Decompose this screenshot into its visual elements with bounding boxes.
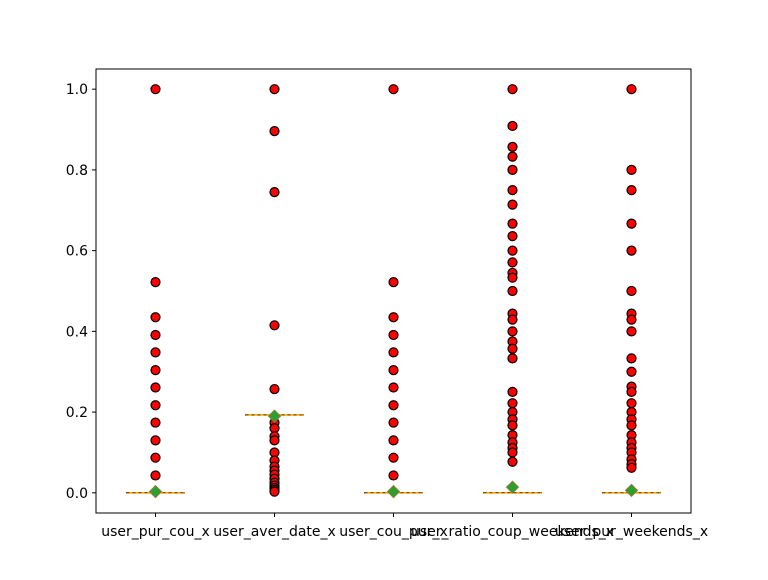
flier-point: [270, 436, 279, 445]
flier-point: [389, 348, 398, 357]
flier-point: [508, 457, 517, 466]
flier-point: [508, 85, 517, 94]
flier-point: [270, 487, 279, 496]
y-tick-label: 0.6: [66, 244, 88, 260]
flier-point: [627, 354, 636, 363]
flier-point: [627, 85, 636, 94]
flier-point: [508, 152, 517, 161]
flier-point: [508, 421, 517, 430]
flier-point: [627, 165, 636, 174]
flier-point: [627, 327, 636, 336]
flier-point: [389, 278, 398, 287]
flier-point: [151, 278, 160, 287]
flier-point: [151, 401, 160, 410]
flier-point: [627, 186, 636, 195]
flier-point: [151, 436, 160, 445]
y-tick-label: 1.0: [66, 82, 88, 98]
flier-point: [508, 387, 517, 396]
flier-point: [508, 219, 517, 228]
flier-point: [508, 200, 517, 209]
flier-point: [151, 85, 160, 94]
flier-point: [508, 448, 517, 457]
y-axis: 0.0 0.2 0.4 0.6 0.8 1.0: [66, 82, 96, 502]
flier-point: [389, 85, 398, 94]
y-tick-label: 0.0: [66, 486, 88, 502]
flier-point: [508, 165, 517, 174]
flier-point: [389, 330, 398, 339]
flier-point: [627, 287, 636, 296]
flier-point: [151, 348, 160, 357]
flier-point: [389, 383, 398, 392]
flier-point: [389, 453, 398, 462]
flier-point: [627, 219, 636, 228]
flier-point: [508, 258, 517, 267]
flier-point: [508, 246, 517, 255]
flier-point: [508, 344, 517, 353]
flier-point: [508, 327, 517, 336]
flier-point: [508, 354, 517, 363]
flier-point: [151, 418, 160, 427]
flier-point: [151, 471, 160, 480]
flier-point: [270, 85, 279, 94]
flier-point: [270, 321, 279, 330]
flier-point: [151, 453, 160, 462]
flier-point: [508, 399, 517, 408]
x-tick-label: user_pur_cou_x: [101, 524, 209, 540]
flier-point: [508, 121, 517, 130]
flier-point: [270, 188, 279, 197]
flier-point: [627, 387, 636, 396]
flier-point: [508, 186, 517, 195]
flier-point: [627, 421, 636, 430]
y-tick-label: 0.4: [66, 324, 88, 340]
flier-point: [389, 366, 398, 375]
y-tick-label: 0.2: [66, 405, 88, 421]
flier-point: [151, 366, 160, 375]
x-tick-label: user_pur_weekends_x: [555, 524, 708, 540]
plot-area: [96, 69, 691, 513]
flier-point: [508, 273, 517, 282]
flier-point: [627, 399, 636, 408]
flier-point: [389, 418, 398, 427]
x-tick-label: user_aver_date_x: [213, 524, 336, 540]
flier-point: [508, 287, 517, 296]
flier-point: [627, 246, 636, 255]
flier-point: [627, 463, 636, 472]
flier-point: [151, 330, 160, 339]
y-tick-label: 0.8: [66, 163, 88, 179]
flier-point: [627, 367, 636, 376]
flier-point: [389, 401, 398, 410]
flier-point: [508, 142, 517, 151]
flier-point: [270, 127, 279, 136]
flier-point: [151, 313, 160, 322]
flier-point: [389, 471, 398, 480]
flier-point: [508, 315, 517, 324]
flier-point: [508, 232, 517, 241]
flier-point: [151, 383, 160, 392]
flier-point: [389, 313, 398, 322]
flier-point: [627, 315, 636, 324]
flier-point: [270, 385, 279, 394]
flier-point: [389, 436, 398, 445]
